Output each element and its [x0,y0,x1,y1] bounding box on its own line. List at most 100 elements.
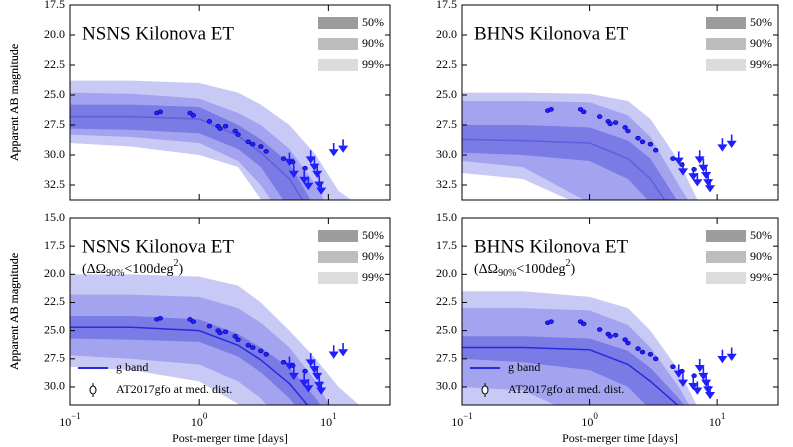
upper-limit-arrow [309,157,320,171]
y-tick-label: 25.0 [436,87,457,101]
subtitle-part: ) [571,262,576,277]
upper-limit-arrow [312,164,323,178]
x-tick-label: 100 [581,411,598,429]
legend-label: 50% [362,15,384,29]
x-tick-exponent: 0 [203,411,208,421]
legend-swatch [318,38,358,50]
data-point [639,139,646,145]
upper-limit-arrow [338,139,349,153]
upper-limit-arrow [673,151,684,165]
confidence-band [462,336,684,405]
x-axis-label: Post-merger time [days] [172,431,288,445]
upper-limit-arrow [299,170,310,184]
x-tick-base: 10 [320,415,332,429]
data-point [250,345,256,350]
x-tick-base: 10 [581,415,593,429]
subtitle-part: <100deg [516,262,565,277]
y-tick-label: 17.5 [436,0,457,11]
y-tick-label: 17.5 [44,0,65,11]
panel-subtitle: (ΔΩ90%<100deg2) [82,258,184,279]
axes-frame [69,4,391,201]
subtitle-part: ) [179,262,184,277]
legend-swatch [706,251,746,263]
legend-label: 99% [362,57,384,71]
y-axis-label: Apparent AB magnitude [7,253,21,370]
data-point [622,125,628,130]
legend-label: g band [508,360,540,374]
y-tick-label: 27.5 [436,117,457,131]
upper-limit-arrow [688,376,699,391]
data-point [670,364,676,369]
y-axis-label: Apparent AB magnitude [7,44,21,161]
x-tick-base: 10 [59,415,71,429]
upper-limit-arrow [694,358,705,373]
y-tick-label: 20.0 [436,266,457,280]
upper-limit-arrow [328,143,339,157]
y-tick-label: 27.5 [44,117,65,131]
legend-label: 50% [750,15,772,29]
data-point [653,147,659,153]
upper-limit-arrow [726,347,737,361]
panel-title: NSNS Kilonova ET [82,23,234,44]
upper-limit-arrow [305,150,316,164]
upper-limit-arrow [694,150,705,164]
legend-label: 90% [362,36,384,50]
legend-label: 90% [750,36,772,50]
legend-swatch [706,38,746,50]
plot-area [70,80,352,200]
median-line [462,346,679,405]
panel: 17.5 20.0 22.5 25.0 27.5 30.0 32.5 Apparent AB … [7,0,779,201]
data-point [290,363,296,368]
y-tick-label: 15.0 [436,210,457,224]
data-point [639,349,646,355]
legend-label: 50% [362,228,384,242]
data-point [235,337,241,342]
x-tick-base: 10 [709,415,721,429]
y-tick-label: 20.0 [436,27,457,41]
x-tick-label: 10−1 [451,411,473,429]
axes-frame [461,4,779,201]
subtitle-subscript: 90% [106,268,124,279]
data-point [263,149,269,154]
median-line [70,326,309,405]
plot-area [70,274,360,405]
y-axis-label: Apparent AB magnitude [7,253,21,370]
data-point [232,128,238,134]
subtitle-superscript: 2 [174,258,179,269]
data-point [206,119,213,124]
data-point [596,114,603,119]
data-point [206,323,213,329]
legend-swatch [706,230,746,242]
upper-limit-arrow [303,176,314,190]
data-point [653,356,659,362]
subtitle-superscript: 2 [566,258,571,269]
y-tick-label: 25.0 [44,322,65,336]
upper-limit-arrow [692,173,703,187]
data-point [635,135,641,141]
y-tick-label: 20.0 [44,266,65,280]
x-tick-base: 10 [191,415,203,429]
y-tick-label: 25.0 [436,322,457,336]
upper-limit-arrow [705,385,716,400]
upper-limit-arrow [677,373,689,387]
data-point [670,156,676,161]
data-point [622,337,628,342]
x-tick-label: 101 [320,411,337,429]
y-tick-label: 15.0 [44,210,65,224]
y-tick-label: 22.5 [44,57,65,71]
data-point [245,342,251,348]
legend-label: 50% [750,228,772,242]
data-point [635,346,641,351]
legend-label: 99% [750,57,772,71]
legend-label: 90% [362,249,384,263]
data-point [157,109,163,115]
data-point [190,113,196,118]
data-point [222,329,229,335]
upper-limit-arrow [726,134,737,148]
y-tick-label: 17.5 [436,238,457,252]
axes-frame [461,217,779,406]
legend-marker [89,385,97,395]
y-tick-label: 27.5 [44,351,65,365]
legend-label: 99% [750,270,772,284]
